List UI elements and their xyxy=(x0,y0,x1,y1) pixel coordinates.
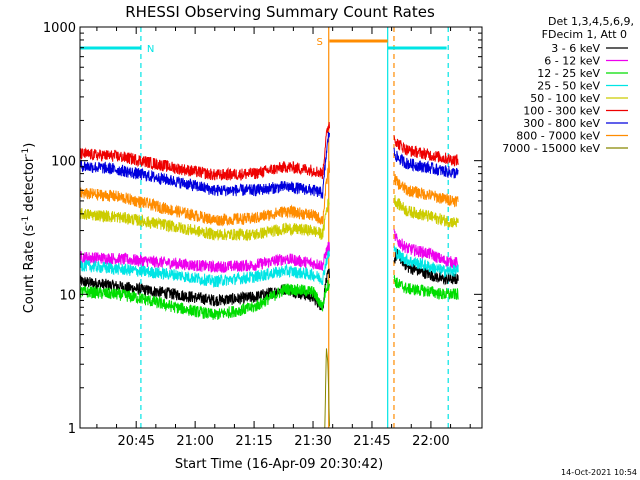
legend: Det 1,3,4,5,6,9, FDecim 1, Att 0 3 - 6 k… xyxy=(502,15,634,155)
legend-label-7: 800 - 7000 keV xyxy=(516,130,600,143)
legend-label-5: 100 - 300 keV xyxy=(523,105,600,118)
series-1-trace-1 xyxy=(393,229,459,269)
series-1-trace-0 xyxy=(80,241,330,273)
series-6 xyxy=(80,131,459,199)
x-tick-label-3: 21:30 xyxy=(294,434,331,449)
legend-label-4: 50 - 100 keV xyxy=(530,92,600,105)
series-7-trace-0 xyxy=(80,161,330,227)
attenuator-flags: NS xyxy=(80,37,447,55)
series-4-trace-1 xyxy=(393,194,459,228)
series-3-trace-0 xyxy=(80,250,330,288)
series-5-trace-0 xyxy=(80,121,330,182)
y-tick-label-3: 1000 xyxy=(43,21,76,36)
series-8 xyxy=(324,348,330,428)
series-6-trace-1 xyxy=(393,147,459,179)
y-tick-label-0: 1 xyxy=(68,422,76,437)
series-2-trace-0 xyxy=(80,279,330,320)
y-tick-label-2: 100 xyxy=(51,155,76,170)
series-2 xyxy=(80,275,459,320)
series-layer xyxy=(80,121,459,428)
legend-label-1: 6 - 12 keV xyxy=(544,55,600,68)
x-tick-label-4: 21:45 xyxy=(353,434,390,449)
series-3-trace-1 xyxy=(393,244,459,279)
legend-label-0: 3 - 6 keV xyxy=(551,42,600,55)
x-tick-label-1: 21:00 xyxy=(176,434,213,449)
series-3 xyxy=(80,244,459,288)
x-tick-label-5: 22:00 xyxy=(412,434,449,449)
legend-label-8: 7000 - 15000 keV xyxy=(502,142,600,155)
legend-label-2: 12 - 25 keV xyxy=(537,67,600,80)
legend-header-1: Det 1,3,4,5,6,9, xyxy=(548,15,634,28)
series-5 xyxy=(80,121,459,182)
series-5-trace-1 xyxy=(393,135,459,167)
legend-header-2: FDecim 1, Att 0 xyxy=(542,28,627,41)
footer-timestamp: 14-Oct-2021 10:54 xyxy=(561,468,637,477)
plot-frame xyxy=(79,26,483,429)
chart-title: RHESSI Observing Summary Count Rates xyxy=(125,3,435,21)
flag-label-S: S xyxy=(317,37,323,48)
series-7 xyxy=(80,161,459,227)
series-6-trace-0 xyxy=(80,131,330,199)
series-7-trace-1 xyxy=(393,174,459,208)
y-axis-label: Count Rate (s-1 detector-1) xyxy=(21,143,37,314)
y-axis: 1 10 100 1000 xyxy=(43,21,482,437)
marker-lines xyxy=(140,27,449,428)
series-8-trace-0 xyxy=(324,348,330,428)
flag-label-N: N xyxy=(147,44,154,55)
y-tick-label-1: 10 xyxy=(59,288,76,303)
series-4 xyxy=(80,194,459,242)
x-tick-label-2: 21:15 xyxy=(235,434,272,449)
x-axis-label: Start Time (16-Apr-09 20:30:42) xyxy=(175,457,383,472)
x-axis: 20:45 21:00 21:15 21:30 21:45 22:00 xyxy=(96,27,471,449)
legend-label-6: 300 - 800 keV xyxy=(523,117,600,130)
x-tick-label-0: 20:45 xyxy=(117,434,154,449)
series-4-trace-0 xyxy=(80,197,330,242)
legend-label-3: 25 - 50 keV xyxy=(537,80,600,93)
series-1 xyxy=(80,229,459,273)
series-2-trace-1 xyxy=(393,275,459,301)
